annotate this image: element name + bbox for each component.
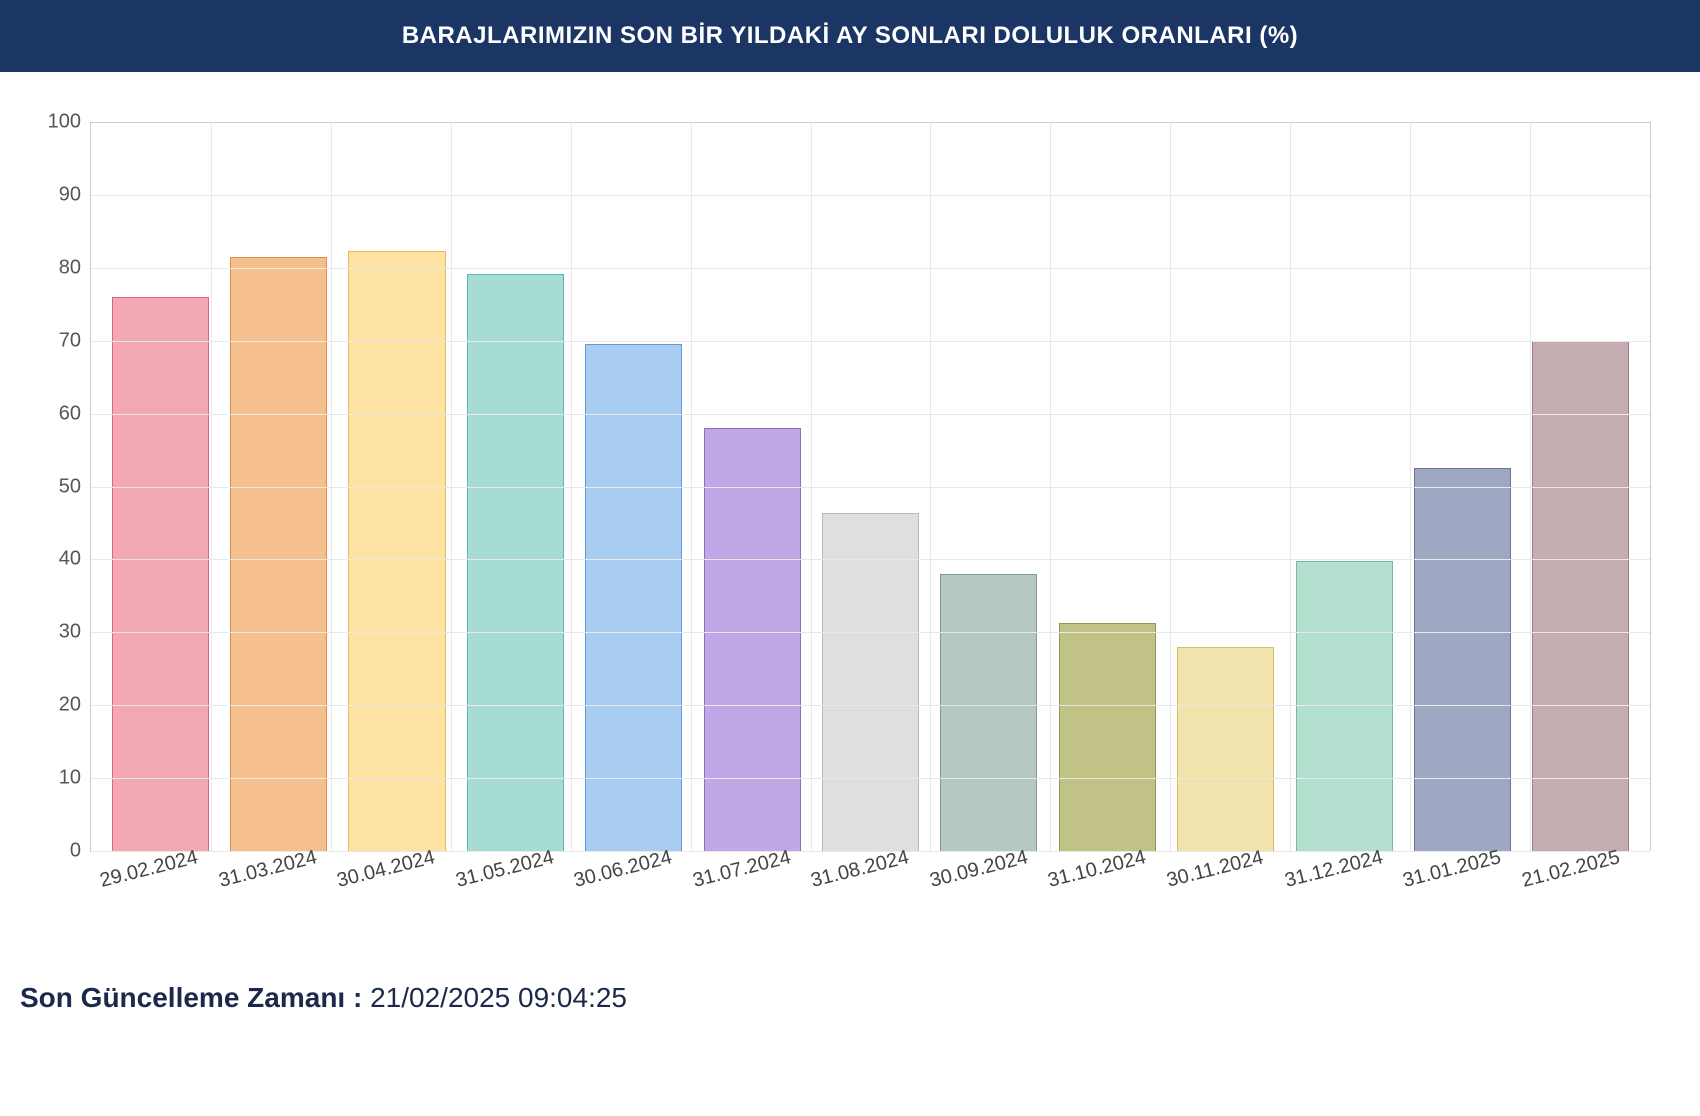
bar[interactable] — [112, 297, 209, 851]
x-label-slot: 30.09.2024 — [929, 852, 1047, 942]
x-axis-tick-label: 21.02.2025 — [1519, 846, 1622, 893]
x-label-slot: 31.10.2024 — [1048, 852, 1166, 942]
bar[interactable] — [1414, 468, 1511, 851]
gridline-v — [331, 122, 332, 851]
x-axis-tick-label: 30.11.2024 — [1165, 846, 1266, 892]
x-axis-tick-label: 31.12.2024 — [1283, 846, 1386, 893]
x-label-slot: 30.06.2024 — [574, 852, 692, 942]
gridline-v — [1410, 122, 1411, 851]
update-label: Son Güncelleme Zamanı : — [20, 982, 362, 1013]
gridline-v — [930, 122, 931, 851]
x-axis-tick-label: 31.07.2024 — [690, 846, 793, 893]
y-axis-tick-label: 80 — [59, 256, 91, 279]
bar[interactable] — [585, 344, 682, 851]
y-axis-tick-label: 30 — [59, 621, 91, 644]
gridline-v — [451, 122, 452, 851]
x-label-slot: 30.04.2024 — [337, 852, 455, 942]
gridline-v — [811, 122, 812, 851]
update-timestamp: Son Güncelleme Zamanı : 21/02/2025 09:04… — [0, 952, 1700, 1014]
x-axis-tick-label: 31.08.2024 — [809, 846, 912, 893]
bar[interactable] — [704, 428, 801, 851]
gridline-h — [91, 268, 1650, 269]
chart-header: BARAJLARIMIZIN SON BİR YILDAKİ AY SONLAR… — [0, 0, 1700, 72]
x-axis-labels: 29.02.202431.03.202430.04.202431.05.2024… — [90, 852, 1650, 942]
bar[interactable] — [1532, 341, 1629, 851]
gridline-v — [1650, 122, 1651, 851]
gridline-h — [91, 705, 1650, 706]
gridline-h — [91, 195, 1650, 196]
bar[interactable] — [940, 574, 1037, 851]
bar[interactable] — [1177, 647, 1274, 851]
plot-area: 0102030405060708090100 — [90, 122, 1650, 852]
gridline-v — [691, 122, 692, 851]
gridline-h — [91, 122, 1650, 123]
gridline-v — [211, 122, 212, 851]
x-label-slot: 31.05.2024 — [455, 852, 573, 942]
y-axis-tick-label: 50 — [59, 475, 91, 498]
x-label-slot: 29.02.2024 — [100, 852, 218, 942]
x-label-slot: 31.12.2024 — [1285, 852, 1403, 942]
gridline-h — [91, 341, 1650, 342]
bar[interactable] — [467, 274, 564, 851]
y-axis-tick-label: 20 — [59, 694, 91, 717]
x-label-slot: 31.08.2024 — [811, 852, 929, 942]
bar[interactable] — [822, 513, 919, 851]
y-axis-tick-label: 70 — [59, 329, 91, 352]
x-axis-tick-label: 30.06.2024 — [572, 846, 675, 893]
x-label-slot: 31.01.2025 — [1403, 852, 1521, 942]
x-axis-tick-label: 30.04.2024 — [335, 846, 438, 893]
y-axis-tick-label: 60 — [59, 402, 91, 425]
bar[interactable] — [1059, 623, 1156, 851]
x-axis-tick-label: 31.03.2024 — [216, 846, 319, 893]
gridline-v — [1170, 122, 1171, 851]
bar[interactable] — [230, 257, 327, 851]
y-axis-tick-label: 10 — [59, 767, 91, 790]
x-label-slot: 31.07.2024 — [692, 852, 810, 942]
gridline-h — [91, 632, 1650, 633]
gridline-v — [1050, 122, 1051, 851]
chart-title: BARAJLARIMIZIN SON BİR YILDAKİ AY SONLAR… — [402, 22, 1298, 49]
x-axis-tick-label: 30.09.2024 — [927, 846, 1030, 893]
gridline-v — [571, 122, 572, 851]
chart-container: 0102030405060708090100 29.02.202431.03.2… — [0, 72, 1700, 952]
x-label-slot: 31.03.2024 — [218, 852, 336, 942]
x-axis-tick-label: 31.01.2025 — [1401, 846, 1504, 893]
x-axis-tick-label: 31.05.2024 — [453, 846, 556, 893]
y-axis-tick-label: 40 — [59, 548, 91, 571]
update-value: 21/02/2025 09:04:25 — [370, 982, 627, 1013]
x-axis-tick-label: 31.10.2024 — [1046, 846, 1149, 893]
gridline-h — [91, 559, 1650, 560]
gridline-h — [91, 778, 1650, 779]
y-axis-tick-label: 100 — [48, 111, 91, 134]
x-axis-tick-label: 29.02.2024 — [98, 846, 201, 893]
x-label-slot: 30.11.2024 — [1166, 852, 1284, 942]
y-axis-tick-label: 90 — [59, 183, 91, 206]
x-label-slot: 21.02.2025 — [1522, 852, 1640, 942]
y-axis-tick-label: 0 — [70, 840, 91, 863]
gridline-h — [91, 414, 1650, 415]
gridline-v — [1530, 122, 1531, 851]
gridline-h — [91, 487, 1650, 488]
gridline-v — [1290, 122, 1291, 851]
